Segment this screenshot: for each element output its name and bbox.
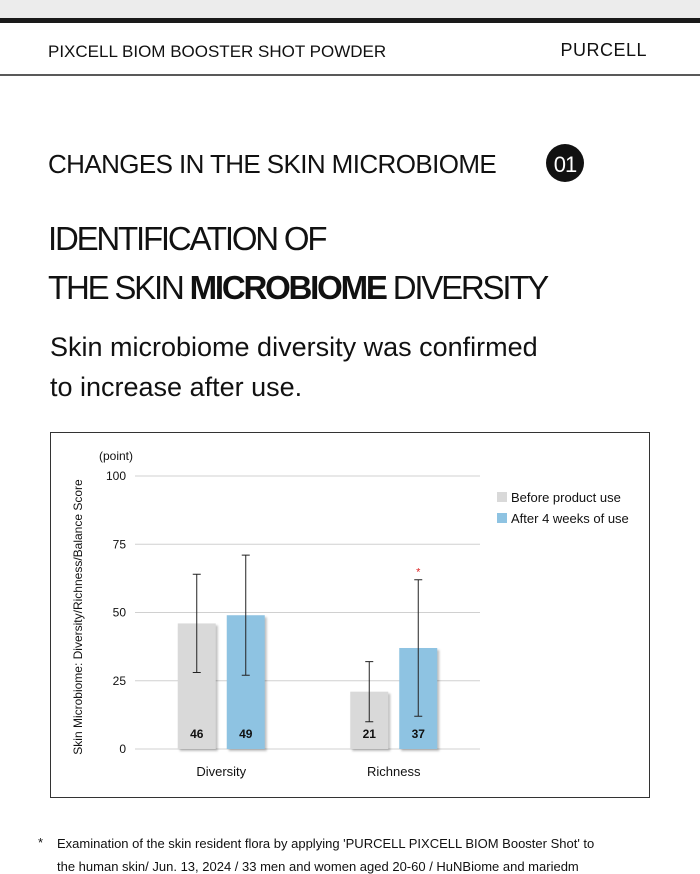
y-tick-label: 75 xyxy=(113,537,127,551)
error-bar xyxy=(241,554,250,676)
data-label: 21 xyxy=(363,727,377,741)
y-axis-title: Skin Microbiome: Diversity/Richness/Bala… xyxy=(71,479,85,755)
x-tick-label: Diversity xyxy=(196,764,246,779)
y-unit: (point) xyxy=(99,449,133,463)
subtitle-line: to increase after use. xyxy=(50,372,302,402)
headline-line1: IDENTIFICATION OF xyxy=(48,220,326,257)
top-rule xyxy=(0,18,700,23)
footnote-line: the human skin/ Jun. 13, 2024 / 33 men a… xyxy=(57,859,579,874)
section-badge xyxy=(546,144,584,182)
y-tick-label: 100 xyxy=(106,469,126,483)
y-tick-label: 0 xyxy=(119,742,126,756)
footnote-marker: * xyxy=(38,835,43,850)
section-title: CHANGES IN THE SKIN MICROBIOME xyxy=(48,149,496,179)
product-name: PIXCELL BIOM BOOSTER SHOT POWDER xyxy=(48,42,386,61)
top-band xyxy=(0,0,700,18)
brand: PURCELL xyxy=(560,40,647,60)
significance-mark: * xyxy=(416,567,421,579)
section-number: 01 xyxy=(554,152,577,177)
headline-part: THE SKIN xyxy=(48,269,190,306)
headline-part: DIVERSITY xyxy=(386,269,550,306)
legend-label: After 4 weeks of use xyxy=(511,511,629,526)
x-tick-label: Richness xyxy=(367,764,421,779)
chart-frame xyxy=(50,432,650,798)
subtitle-line: Skin microbiome diversity was confirmed xyxy=(50,332,538,362)
data-label: 37 xyxy=(412,727,426,741)
data-label: 46 xyxy=(190,727,204,741)
error-bar xyxy=(365,661,374,723)
y-tick-label: 50 xyxy=(113,606,127,620)
legend-swatch xyxy=(497,513,507,523)
error-bar xyxy=(192,573,201,674)
data-label: 49 xyxy=(239,727,253,741)
error-bar xyxy=(414,579,423,717)
headline-bold: MICROBIOME xyxy=(190,269,387,306)
headline-line2: THE SKIN MICROBIOME DIVERSITY xyxy=(48,269,549,306)
footnote-line: Examination of the skin resident flora b… xyxy=(57,836,594,851)
legend-label: Before product use xyxy=(511,490,621,505)
y-tick-label: 25 xyxy=(113,674,127,688)
legend-swatch xyxy=(497,492,507,502)
